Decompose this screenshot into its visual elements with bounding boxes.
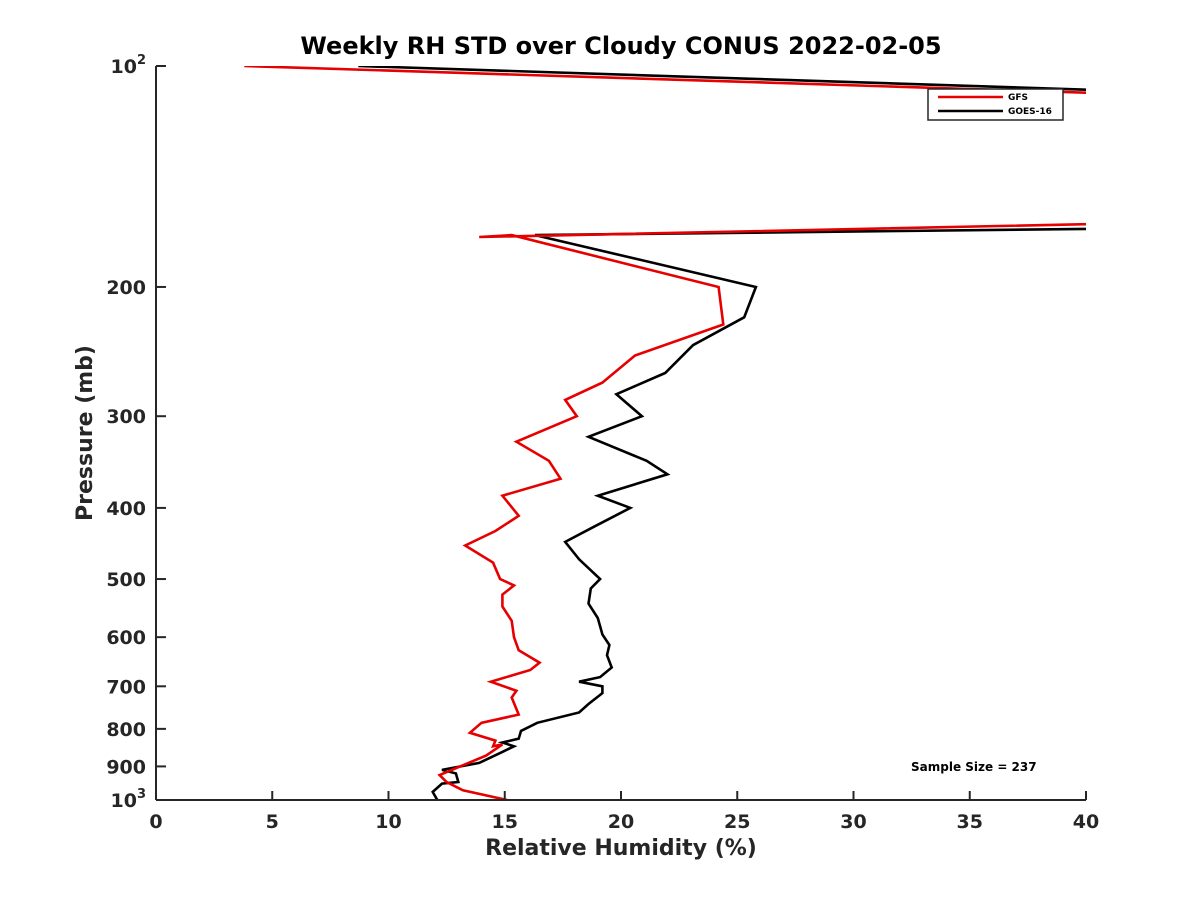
y-axis-label: Pressure (mb) [73, 345, 98, 521]
x-tick-label: 35 [957, 811, 983, 833]
y-axis-ticks: 102 200 300 400 500 600 700 800 900 103 [106, 53, 166, 812]
y-tick-label: 500 [106, 569, 146, 591]
x-tick-label: 20 [608, 811, 634, 833]
legend-box [927, 88, 1064, 121]
y-tick-label: 700 [106, 676, 146, 698]
x-tick-label: 15 [492, 811, 518, 833]
series-line-goes-16 [358, 66, 1086, 800]
x-tick-label: 25 [724, 811, 750, 833]
x-tick-label: 30 [840, 811, 866, 833]
series-line-gfs [244, 66, 1086, 800]
y-tick-label: 400 [106, 498, 146, 520]
y-tick-label: 103 [111, 787, 147, 812]
y-tick-label: 300 [106, 406, 146, 428]
x-tick-label: 10 [375, 811, 401, 833]
y-tick-label: 900 [106, 756, 146, 778]
legend-goes16-label: GOES-16 [1008, 107, 1052, 117]
x-tick-label: 40 [1073, 811, 1099, 833]
y-tick-label: 800 [106, 719, 146, 741]
chart-title: Weekly RH STD over Cloudy CONUS 2022-02-… [300, 32, 941, 60]
sample-size-annotation: Sample Size = 237 [911, 760, 1037, 774]
series-layer [244, 66, 1086, 800]
x-axis-label: Relative Humidity (%) [485, 836, 757, 861]
x-tick-label: 0 [149, 811, 162, 833]
y-tick-label: 600 [106, 627, 146, 649]
y-tick-label: 200 [106, 277, 146, 299]
legend: GFS GOES-16 [927, 88, 1064, 121]
legend-gfs-label: GFS [1008, 93, 1028, 103]
y-tick-label: 102 [111, 53, 147, 78]
x-axis-ticks: 0 5 10 15 20 25 30 35 40 [149, 791, 1099, 833]
x-tick-label: 5 [266, 811, 279, 833]
